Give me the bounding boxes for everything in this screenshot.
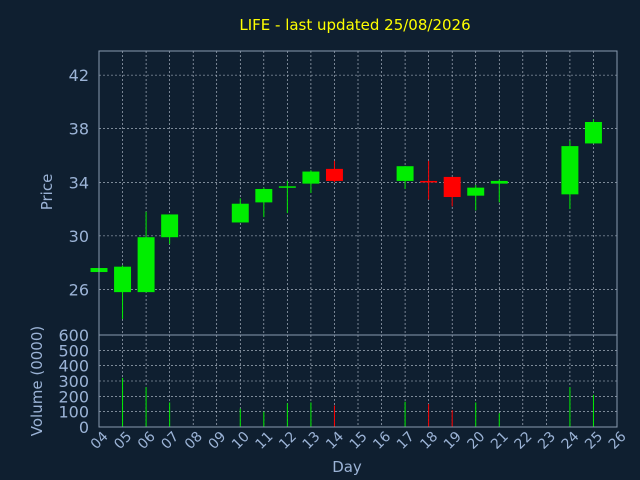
candle-body [443,176,461,198]
volume-tick-label: 300 [58,372,89,391]
candle-body [420,180,438,183]
x-tick-label: 24 [559,429,583,453]
x-tick-label: 09 [205,429,229,453]
x-tick-label: 13 [300,429,324,453]
price-tick-label: 34 [69,173,89,192]
candle-body [325,168,343,181]
chart-title: LIFE - last updated 25/08/2026 [239,16,470,34]
volume-axis-label: Volume (0000) [28,326,46,436]
x-tick-label: 22 [512,429,536,453]
candle-body [584,122,602,144]
candle-body [231,203,249,223]
x-tick-label: 16 [370,429,394,453]
volume-tick-label: 400 [58,357,89,376]
x-tick-label: 06 [135,429,159,453]
volume-tick-label: 500 [58,341,89,360]
frame-layer [98,50,618,428]
x-tick-label: 12 [276,429,300,453]
price-tick-label: 42 [69,66,89,85]
x-axis-label: Day [332,458,362,476]
candle-body [302,171,320,184]
volume-tick-label: 600 [58,326,89,345]
x-tick-label: 26 [606,429,630,453]
x-tick-label: 25 [582,429,606,453]
x-tick-label: 19 [441,429,465,453]
volume-tick-label: 200 [58,387,89,406]
candle-body [137,237,155,293]
x-tick-label: 23 [535,429,559,453]
candle-layer [90,119,602,319]
x-tick-label: 15 [347,429,371,453]
candle-body [114,266,132,293]
x-tick-label: 21 [488,429,512,453]
price-tick-label: 38 [69,120,89,139]
volume-layer [122,377,594,427]
x-tick-label: 10 [229,429,253,453]
volume-tick-label: 100 [58,403,89,422]
x-tick-label: 11 [253,429,277,453]
x-tick-label: 17 [394,429,418,453]
x-tick-label: 08 [182,429,206,453]
x-tick-label: 20 [464,429,488,453]
candle-body [467,187,485,196]
candle-body [278,186,296,188]
volume-tick-label: 0 [79,418,89,437]
x-tick-label: 18 [417,429,441,453]
candle-body [561,146,579,195]
candle-body [161,214,179,238]
x-tick-label: 07 [158,429,182,453]
price-tick-label: 26 [69,280,89,299]
price-tick-label: 30 [69,227,89,246]
volume-panel-frame [98,334,618,428]
x-tick-label: 04 [88,429,112,453]
candle-body [255,188,273,203]
candle-body [396,166,414,181]
x-tick-label: 14 [323,429,347,453]
x-tick-label: 05 [111,429,135,453]
grid-layer [98,51,618,428]
price-axis-label: Price [38,174,56,211]
candle-body [490,180,508,184]
